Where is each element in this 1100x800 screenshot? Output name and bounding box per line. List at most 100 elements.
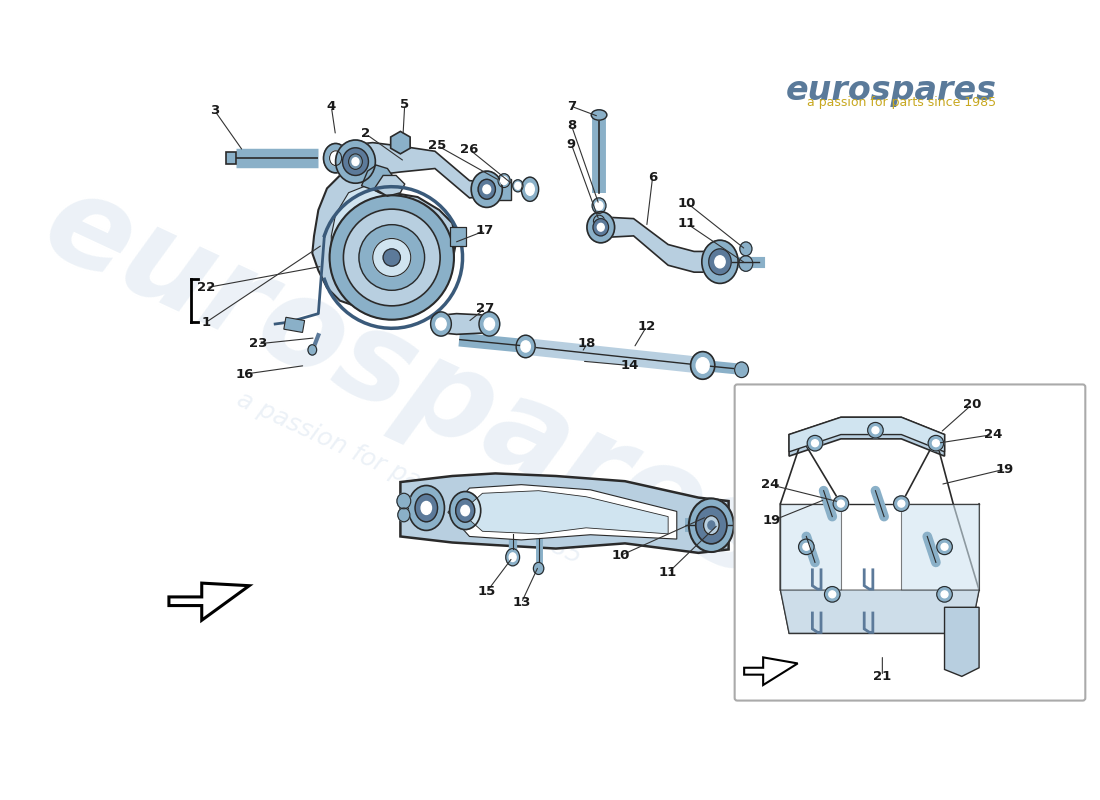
Ellipse shape: [506, 549, 519, 566]
Circle shape: [837, 500, 845, 507]
Circle shape: [330, 195, 454, 320]
Ellipse shape: [323, 143, 348, 173]
Bar: [284, 318, 305, 333]
Ellipse shape: [702, 240, 738, 283]
Bar: [451, 227, 466, 246]
Ellipse shape: [515, 182, 521, 190]
Circle shape: [803, 543, 810, 550]
Text: 21: 21: [873, 670, 891, 683]
Polygon shape: [945, 607, 979, 676]
Ellipse shape: [352, 158, 359, 166]
FancyBboxPatch shape: [735, 385, 1086, 701]
Circle shape: [825, 586, 840, 602]
Ellipse shape: [696, 506, 727, 544]
Circle shape: [373, 238, 410, 277]
Text: 19: 19: [762, 514, 781, 527]
Text: 13: 13: [513, 597, 530, 610]
Ellipse shape: [397, 494, 410, 509]
Ellipse shape: [436, 318, 447, 330]
Text: 12: 12: [637, 320, 656, 333]
Circle shape: [812, 440, 818, 446]
Circle shape: [383, 249, 400, 266]
Ellipse shape: [330, 151, 342, 166]
Text: 19: 19: [996, 462, 1014, 475]
Ellipse shape: [509, 553, 516, 562]
Ellipse shape: [349, 154, 362, 170]
Polygon shape: [355, 142, 487, 198]
Ellipse shape: [478, 179, 495, 199]
Text: 7: 7: [566, 100, 576, 113]
Text: 24: 24: [983, 428, 1002, 441]
Ellipse shape: [516, 335, 535, 358]
Text: 26: 26: [460, 143, 478, 156]
Ellipse shape: [592, 198, 606, 214]
Ellipse shape: [471, 171, 503, 207]
Polygon shape: [780, 504, 840, 590]
Ellipse shape: [415, 494, 438, 522]
Polygon shape: [390, 131, 410, 154]
Bar: [492, 179, 512, 200]
Circle shape: [942, 591, 948, 598]
Ellipse shape: [597, 223, 604, 231]
Text: 6: 6: [648, 170, 657, 184]
Circle shape: [868, 422, 883, 438]
Text: 27: 27: [476, 302, 494, 315]
Text: 11: 11: [659, 566, 678, 579]
Circle shape: [942, 543, 948, 550]
Polygon shape: [745, 658, 798, 685]
Ellipse shape: [513, 180, 522, 192]
Ellipse shape: [704, 516, 719, 534]
Polygon shape: [789, 418, 945, 456]
Ellipse shape: [450, 491, 481, 530]
Ellipse shape: [587, 212, 615, 243]
Ellipse shape: [708, 249, 732, 274]
Circle shape: [828, 591, 836, 598]
Polygon shape: [448, 485, 676, 540]
Ellipse shape: [593, 218, 608, 236]
Circle shape: [833, 496, 849, 511]
Text: 15: 15: [477, 586, 496, 598]
Ellipse shape: [736, 506, 748, 520]
Circle shape: [893, 496, 909, 511]
Text: 14: 14: [620, 359, 638, 372]
Ellipse shape: [592, 110, 607, 120]
Ellipse shape: [740, 242, 752, 256]
Circle shape: [343, 209, 440, 306]
Text: eurospares: eurospares: [785, 74, 997, 106]
Text: a passion for parts since 1985: a passion for parts since 1985: [807, 96, 997, 109]
Polygon shape: [461, 490, 668, 534]
Polygon shape: [331, 186, 443, 301]
Ellipse shape: [342, 148, 369, 175]
Ellipse shape: [478, 312, 499, 336]
Text: 2: 2: [361, 127, 371, 141]
Text: eurospares: eurospares: [25, 161, 793, 605]
Circle shape: [933, 440, 939, 446]
Ellipse shape: [534, 562, 543, 574]
Text: 10: 10: [612, 549, 630, 562]
Circle shape: [898, 500, 905, 507]
Bar: [451, 227, 466, 246]
Text: a passion for parts since 1985: a passion for parts since 1985: [233, 387, 585, 569]
Text: 3: 3: [210, 104, 219, 117]
Text: 24: 24: [761, 478, 779, 491]
Polygon shape: [439, 314, 491, 334]
Polygon shape: [362, 165, 394, 193]
Polygon shape: [601, 217, 720, 272]
Ellipse shape: [593, 215, 605, 227]
Circle shape: [799, 539, 814, 554]
Text: 9: 9: [566, 138, 576, 151]
Ellipse shape: [336, 140, 375, 183]
Ellipse shape: [521, 177, 539, 202]
Circle shape: [872, 426, 879, 434]
Circle shape: [807, 435, 823, 451]
Polygon shape: [400, 474, 728, 553]
Polygon shape: [374, 175, 405, 196]
Ellipse shape: [461, 506, 470, 516]
Circle shape: [937, 586, 953, 602]
Ellipse shape: [500, 177, 507, 185]
Ellipse shape: [498, 174, 510, 187]
Ellipse shape: [526, 183, 535, 195]
Circle shape: [937, 539, 953, 554]
Ellipse shape: [521, 341, 530, 352]
Ellipse shape: [696, 358, 710, 374]
